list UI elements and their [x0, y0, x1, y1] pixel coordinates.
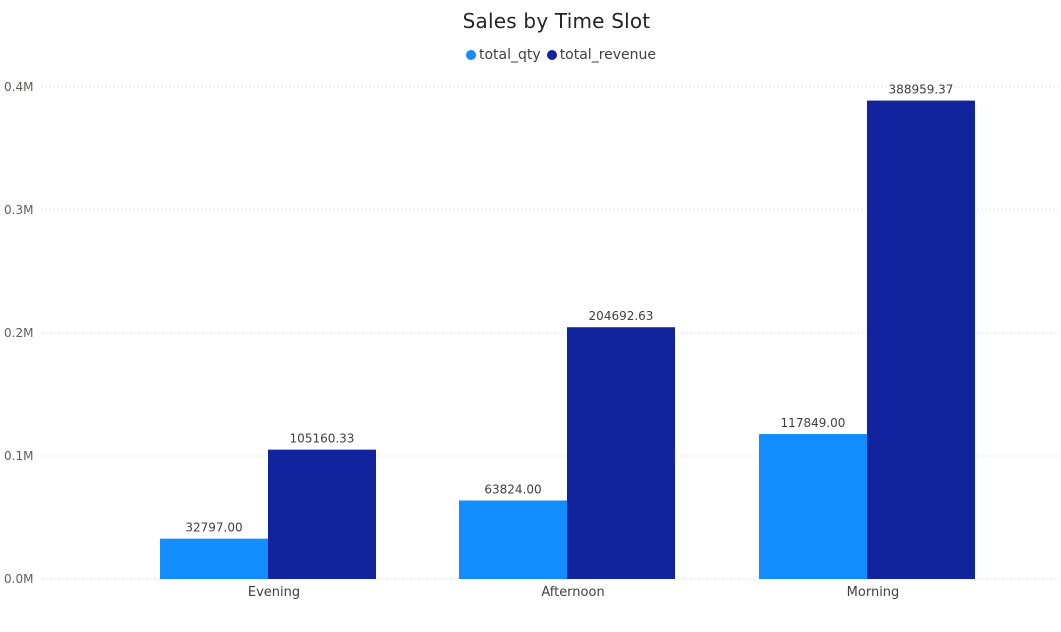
bar-total-qty-evening[interactable] — [160, 538, 268, 579]
legend: total_qty total_revenue — [466, 45, 662, 65]
x-tick-label-afternoon: Afternoon — [541, 585, 604, 600]
legend-item-total-revenue[interactable]: total_revenue — [546, 47, 657, 63]
y-tick-label-3: 0.3M — [4, 203, 33, 217]
y-tick-label-2: 0.2M — [4, 326, 33, 340]
data-label-total-revenue-evening: 105160.33 — [290, 432, 355, 446]
bar-total-qty-afternoon[interactable] — [459, 500, 567, 579]
bar-total-revenue-afternoon[interactable] — [567, 327, 675, 579]
bar-total-revenue-morning[interactable] — [867, 100, 975, 580]
legend-marker-total-qty — [466, 50, 476, 60]
bar-total-qty-morning[interactable] — [759, 434, 867, 579]
legend-marker-total-revenue — [546, 50, 557, 60]
data-label-total-qty-afternoon: 63824.00 — [484, 482, 541, 496]
data-label-total-revenue-morning: 388959.37 — [889, 83, 954, 97]
legend-label-total-qty: total_qty — [479, 47, 541, 63]
data-label-total-qty-evening: 32797.00 — [185, 521, 242, 535]
y-tick-label-1: 0.1M — [4, 449, 33, 463]
x-tick-label-evening: Evening — [248, 585, 300, 600]
data-label-total-revenue-afternoon: 204692.63 — [589, 309, 654, 323]
data-label-total-qty-morning: 117849.00 — [781, 416, 846, 430]
legend-item-total-qty[interactable]: total_qty — [466, 47, 541, 63]
legend-label-total-revenue: total_revenue — [559, 47, 657, 63]
y-tick-label-4: 0.4M — [4, 80, 33, 94]
bar-total-revenue-evening[interactable] — [268, 449, 376, 579]
y-tick-label-0: 0.0M — [4, 572, 33, 586]
x-tick-label-morning: Morning — [847, 585, 900, 600]
chart-title: Sales by Time Slot — [462, 9, 651, 33]
